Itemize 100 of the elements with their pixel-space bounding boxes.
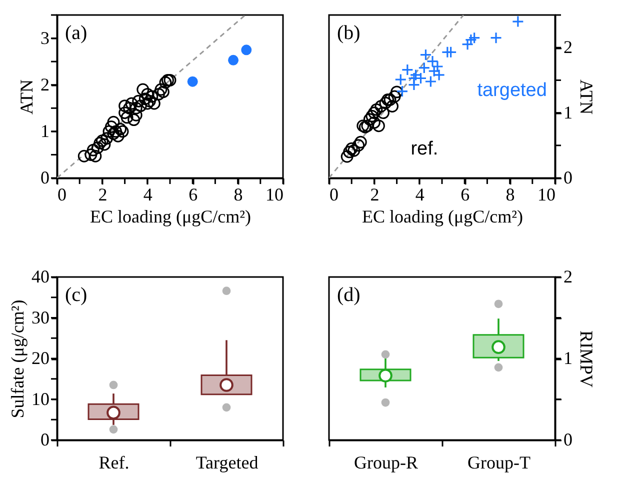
y-tick-label: 2 xyxy=(564,37,572,58)
annotation: (b) xyxy=(337,22,360,44)
y-axis-title: RIMPV xyxy=(576,330,596,388)
point xyxy=(130,102,142,114)
x-tick-label: Group-R xyxy=(354,452,418,472)
point xyxy=(241,44,252,56)
point xyxy=(102,125,116,138)
point xyxy=(377,106,390,120)
point xyxy=(374,100,388,112)
annotation: (a) xyxy=(65,22,88,44)
point xyxy=(345,142,358,155)
point xyxy=(361,120,374,132)
y-tick-label: 1 xyxy=(564,102,572,122)
point xyxy=(370,103,383,116)
point xyxy=(84,148,98,161)
point xyxy=(86,144,100,156)
point xyxy=(110,125,122,138)
series-label: ref. xyxy=(410,138,438,160)
y-tick-label: 2 xyxy=(40,74,50,94)
point xyxy=(141,97,154,110)
point xyxy=(388,90,401,103)
point xyxy=(105,120,118,133)
point xyxy=(384,94,396,106)
x-axis-title: EC loading (μgC/cm²) xyxy=(362,206,524,226)
y-tick-label: 2 xyxy=(564,266,572,286)
x-tick-label: 8 xyxy=(506,184,515,204)
point xyxy=(128,114,140,126)
x-tick-label: 10 xyxy=(538,184,556,204)
x-axis-title: EC loading (μgC/cm²) xyxy=(90,206,252,226)
x-tick-label: 8 xyxy=(234,184,243,204)
point xyxy=(118,100,132,112)
point xyxy=(136,83,150,96)
point xyxy=(490,32,502,44)
point xyxy=(118,106,132,120)
point xyxy=(379,96,392,110)
y-tick-label: 1 xyxy=(40,120,50,141)
point xyxy=(78,150,90,162)
point xyxy=(98,138,111,151)
point xyxy=(386,100,399,112)
x-tick-label: 4 xyxy=(415,184,424,204)
point xyxy=(187,76,198,87)
point xyxy=(107,128,120,140)
point xyxy=(394,74,407,86)
point xyxy=(363,113,376,126)
y-tick-label: 0 xyxy=(40,430,50,450)
y-axis-title: ATN xyxy=(576,80,596,114)
point xyxy=(123,102,136,114)
point xyxy=(354,136,367,148)
point xyxy=(130,108,142,122)
x-tick-label: 10 xyxy=(266,184,284,204)
annotation: (c) xyxy=(65,284,88,306)
y-axis-title: ATN xyxy=(16,80,36,114)
point xyxy=(143,94,156,108)
y-tick-label: 0 xyxy=(564,430,572,450)
y-tick-label: 0 xyxy=(564,168,572,188)
y-tick-label: 10 xyxy=(32,388,50,409)
point xyxy=(228,54,239,66)
y-tick-label: 1 xyxy=(564,348,572,368)
x-tick-label: Group-T xyxy=(468,452,530,472)
point xyxy=(512,15,524,28)
x-tick-label: Targeted xyxy=(196,452,258,472)
y-tick-label: 3 xyxy=(40,28,50,48)
x-tick-label: 6 xyxy=(188,184,198,204)
x-tick-label: 2 xyxy=(98,184,108,204)
point xyxy=(162,74,174,86)
point xyxy=(107,116,120,128)
y-tick-label: 40 xyxy=(32,266,50,286)
y-axis-title: Sulfate (μg/cm²) xyxy=(8,300,28,418)
point xyxy=(138,92,152,106)
point xyxy=(148,97,160,110)
point xyxy=(382,94,394,106)
x-tick-label: Ref. xyxy=(98,452,130,472)
point xyxy=(112,130,124,142)
point xyxy=(340,150,354,163)
x-tick-label: 0 xyxy=(58,184,66,204)
point xyxy=(116,125,129,138)
x-tick-label: 0 xyxy=(330,184,338,204)
y-tick-label: 30 xyxy=(32,307,50,328)
point xyxy=(134,100,147,112)
x-tick-label: 6 xyxy=(460,184,470,204)
series-label: targeted xyxy=(477,80,547,101)
point xyxy=(424,75,437,88)
y-tick-label: 20 xyxy=(32,348,50,368)
point xyxy=(396,85,408,98)
x-tick-label: 2 xyxy=(370,184,380,204)
point xyxy=(368,116,380,129)
point xyxy=(156,86,170,98)
point xyxy=(89,150,102,162)
point xyxy=(146,90,158,103)
y-tick-label: 0 xyxy=(40,168,50,188)
point xyxy=(372,120,385,132)
point xyxy=(368,106,380,120)
x-tick-label: 4 xyxy=(143,184,152,204)
point xyxy=(468,32,480,44)
point xyxy=(418,62,430,74)
annotation: (d) xyxy=(337,284,360,306)
point xyxy=(120,111,134,124)
point xyxy=(366,110,378,122)
point xyxy=(125,97,138,110)
point xyxy=(100,132,113,145)
